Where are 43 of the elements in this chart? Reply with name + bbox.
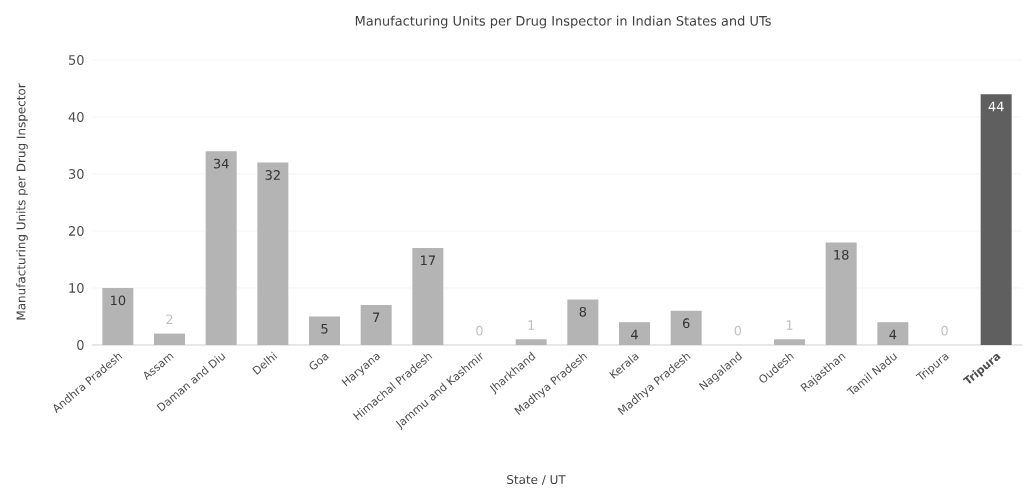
data-label: 0 [476,325,483,336]
x-axis-title: State / UT [507,474,566,485]
bar [567,299,599,345]
data-label: 6 [682,318,690,329]
data-label: 5 [321,324,328,334]
data-label: 7 [373,312,380,323]
y-axis-title: Manufacturing Units per Drug Inspector [16,83,28,320]
bar [980,94,1012,345]
data-label: 1 [786,320,793,330]
data-label: 0 [734,325,742,336]
data-label: 17 [421,255,435,266]
bar [670,310,702,345]
data-label: 4 [889,329,897,340]
bar [825,242,857,345]
bar [412,248,444,345]
bar [154,333,186,345]
data-label: 4 [631,329,638,340]
data-label: 1 [528,320,535,330]
data-label: 34 [213,158,229,169]
bar [257,162,289,345]
data-label: 2 [166,314,173,325]
y-tick-label: 10 [69,283,84,293]
data-label: 32 [265,170,280,180]
bar [774,339,806,345]
data-label: 44 [988,101,1004,112]
bar [619,322,651,345]
y-tick-label: 40 [68,112,84,122]
data-label: 8 [579,306,587,317]
bar [360,305,392,345]
data-label: 0 [941,325,948,336]
bar [205,151,237,345]
data-label: 18 [834,249,849,260]
bar [877,322,909,345]
bar [309,316,341,345]
data-label: 10 [111,295,126,306]
y-tick-label: 50 [69,55,84,65]
chart-title: Manufacturing Units per Drug Inspector in Indian States and UTs [355,15,771,29]
x-tick-label: Goa [309,354,329,370]
y-tick-label: 20 [68,226,84,236]
bar [515,339,547,345]
bar [102,287,134,345]
y-tick-label: 0 [77,340,84,350]
y-tick-label: 30 [69,169,84,179]
